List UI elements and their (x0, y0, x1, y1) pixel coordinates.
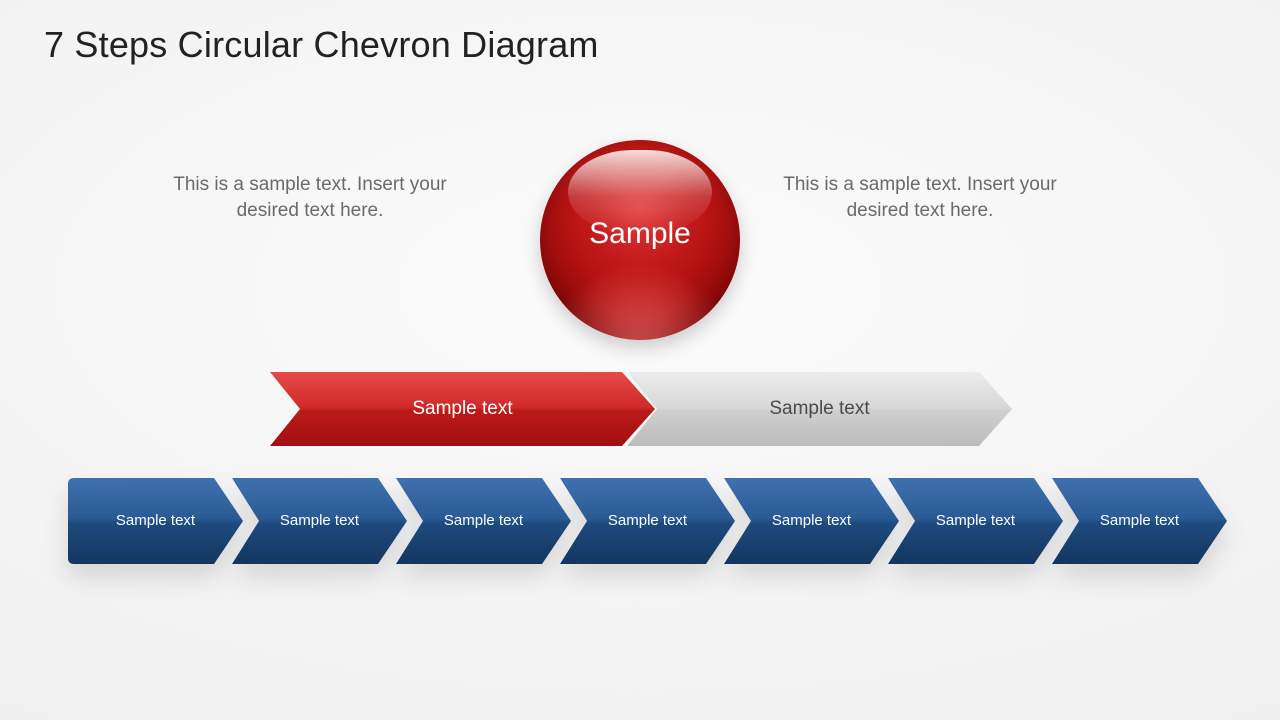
bottom-chevron-6: Sample text (888, 478, 1063, 564)
middle-chevron-2: Sample text (627, 372, 1012, 446)
bottom-chevron-6-label: Sample text (926, 512, 1026, 530)
page-title: 7 Steps Circular Chevron Diagram (44, 24, 599, 66)
bottom-chevron-7: Sample text (1052, 478, 1227, 564)
bottom-chevron-2: Sample text (232, 478, 407, 564)
bottom-chevron-row: Sample text Sample text Sample text Samp… (68, 478, 1228, 564)
sphere-container: Sample (540, 140, 740, 340)
middle-chevron-row: Sample text Sample text (270, 372, 1010, 446)
left-description: This is a sample text. Insert your desir… (160, 172, 460, 223)
bottom-chevron-1: Sample text (68, 478, 243, 564)
bottom-chevron-1-label: Sample text (106, 512, 206, 530)
bottom-chevron-4-label: Sample text (598, 512, 698, 530)
bottom-chevron-2-label: Sample text (270, 512, 370, 530)
middle-chevron-1: Sample text (270, 372, 655, 446)
right-description: This is a sample text. Insert your desir… (770, 172, 1070, 223)
bottom-chevron-3-label: Sample text (434, 512, 534, 530)
bottom-chevron-4: Sample text (560, 478, 735, 564)
bottom-chevron-3: Sample text (396, 478, 571, 564)
middle-chevron-1-label: Sample text (412, 398, 512, 420)
bottom-chevron-5: Sample text (724, 478, 899, 564)
middle-chevron-2-label: Sample text (769, 398, 869, 420)
sphere-label: Sample (540, 217, 740, 251)
bottom-chevron-7-label: Sample text (1090, 512, 1190, 530)
bottom-chevron-5-label: Sample text (762, 512, 862, 530)
